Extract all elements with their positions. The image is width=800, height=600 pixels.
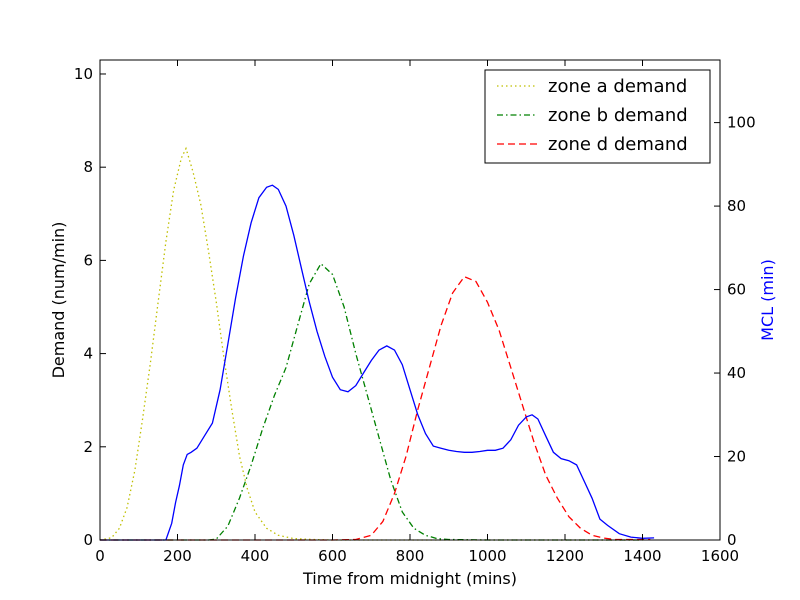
x-tick-label-7: 1400: [623, 547, 661, 565]
legend-label-2: zone d demand: [548, 134, 688, 155]
x-tick-label-2: 400: [241, 547, 270, 565]
x-tick-label-0: 0: [95, 547, 105, 565]
x-tick-label-1: 200: [163, 547, 192, 565]
legend: zone a demand zone b demand zone d demand: [484, 69, 711, 164]
legend-label-1: zone b demand: [548, 105, 688, 126]
y2-tick-label-3: 60: [727, 281, 746, 299]
legend-label-0: zone a demand: [548, 76, 687, 97]
x-tick-label-4: 800: [396, 547, 425, 565]
y-tick-label-4: 8: [83, 158, 93, 176]
series-line-1: [100, 262, 643, 541]
y-tick-label-1: 2: [83, 438, 93, 456]
y2-tick-label-4: 80: [727, 197, 746, 215]
y-axis-label: Demand (num/min): [49, 222, 68, 379]
series-line-3: [100, 184, 655, 541]
lines-layer: [99, 146, 655, 541]
y2-tick-label-1: 20: [727, 448, 746, 466]
x-tick-label-6: 1200: [546, 547, 584, 565]
series-line-2: [100, 275, 651, 541]
y-tick-label-2: 4: [83, 345, 93, 363]
y2-tick-label-2: 40: [727, 364, 746, 382]
y-tick-label-3: 6: [83, 251, 93, 269]
ticks-layer: 0 200 400 600 800 1000 1200 1400 160002468100204…: [74, 60, 756, 565]
series-line-0: [99, 146, 643, 541]
x-tick-label-5: 1000: [468, 547, 506, 565]
y2-axis-label: MCL (min): [758, 259, 777, 341]
y2-tick-label-5: 100: [727, 114, 756, 132]
x-tick-label-3: 600: [318, 547, 347, 565]
y-tick-label-0: 0: [83, 531, 93, 549]
x-axis-label: Time from midnight (mins): [302, 569, 517, 588]
y2-tick-label-0: 0: [727, 531, 737, 549]
x-tick-label-8: 1600: [701, 547, 739, 565]
legend-box: [484, 69, 711, 164]
y-tick-label-5: 10: [74, 65, 93, 83]
